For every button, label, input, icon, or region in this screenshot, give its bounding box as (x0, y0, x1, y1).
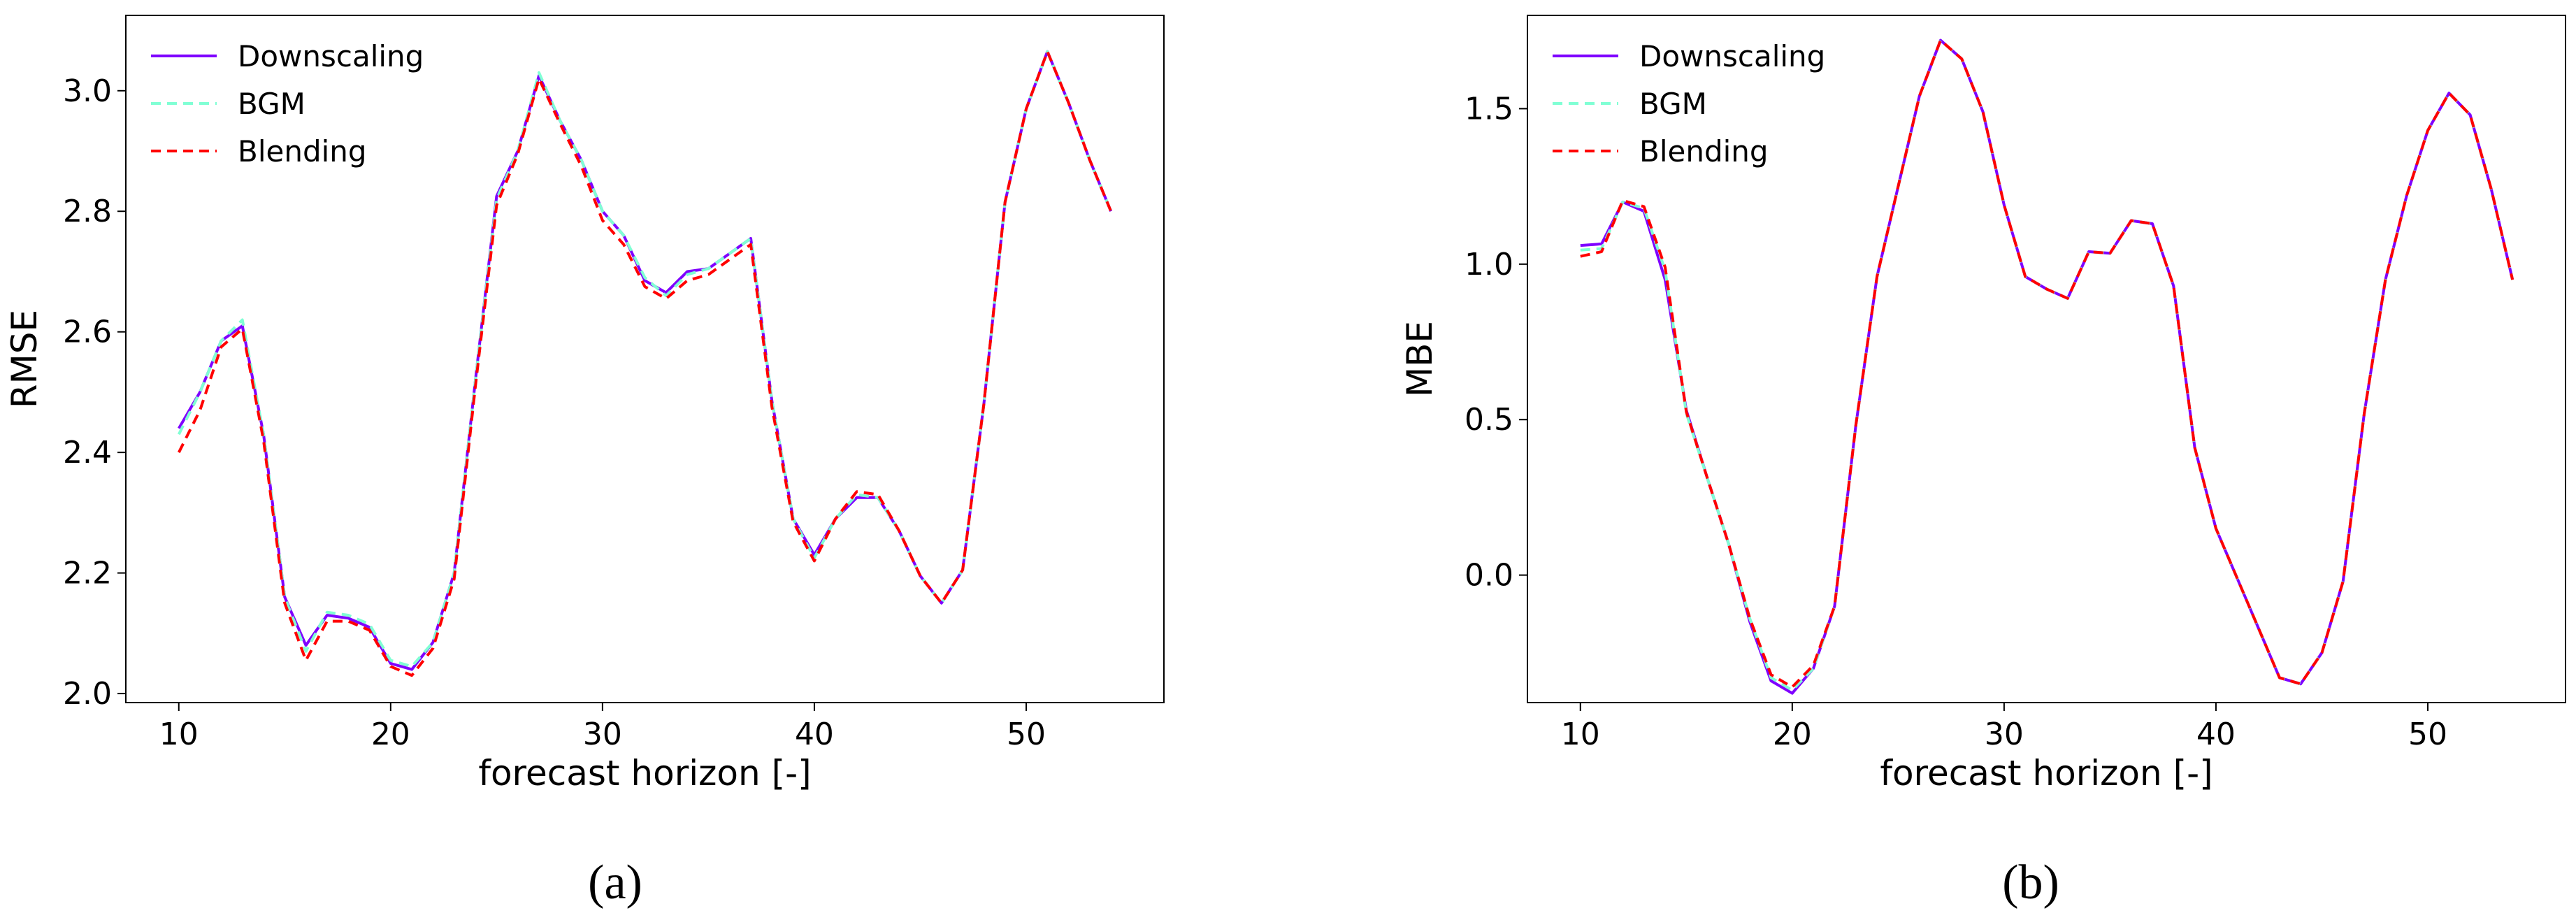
x-tick-label: 50 (1007, 717, 1046, 752)
y-axis-label: MBE (1399, 321, 1440, 397)
legend-label-blending: Blending (1639, 134, 1769, 168)
series-line-blending (178, 50, 1113, 677)
y-tick-label: 1.5 (1465, 91, 1513, 127)
y-tick-label: 2.4 (63, 435, 112, 470)
series-line-blending (1580, 38, 2514, 689)
chart-mbe: 10 20 30 40 50 0.0 0.5 1.0 1.5 forecast horizon [… (1399, 15, 2566, 910)
plot-frame (1527, 15, 2566, 703)
y-tick-label: 0.0 (1465, 558, 1513, 594)
legend-label-downscaling: Downscaling (238, 39, 424, 73)
y-axis-label: RMSE (4, 310, 45, 408)
y-tick-label: 3.0 (63, 73, 112, 109)
legend-label-bgm: BGM (1639, 87, 1707, 121)
x-tick-label: 20 (1773, 717, 1812, 752)
y-tick-label: 2.6 (63, 315, 112, 350)
y-tick-label: 2.0 (63, 676, 112, 712)
x-axis-label: forecast horizon [-] (1880, 753, 2212, 793)
panel-label: (b) (2002, 856, 2059, 910)
x-tick-label: 30 (583, 717, 622, 752)
chart-rmse: 10 20 30 40 50 2.0 2.2 2.4 2.6 2.8 3.0 forecast hor… (4, 15, 1165, 910)
x-tick-label: 10 (159, 717, 199, 752)
legend-label-bgm: BGM (238, 87, 305, 121)
x-tick-label: 10 (1561, 717, 1600, 752)
x-tick-label: 30 (1985, 717, 2024, 752)
y-tick-label: 1.0 (1465, 247, 1513, 282)
y-tick-label: 2.8 (63, 194, 112, 229)
x-tick-label: 50 (2408, 717, 2447, 752)
x-tick-label: 40 (795, 717, 834, 752)
x-axis-label: forecast horizon [-] (478, 753, 811, 793)
y-tick-label: 0.5 (1465, 402, 1513, 438)
plot-frame (125, 15, 1165, 703)
legend-label-downscaling: Downscaling (1639, 39, 1825, 73)
x-tick-label: 40 (2196, 717, 2236, 752)
panel-label: (a) (588, 856, 642, 910)
y-tick-label: 2.2 (63, 556, 112, 591)
legend-label-blending: Blending (238, 134, 367, 168)
x-tick-label: 20 (371, 717, 410, 752)
